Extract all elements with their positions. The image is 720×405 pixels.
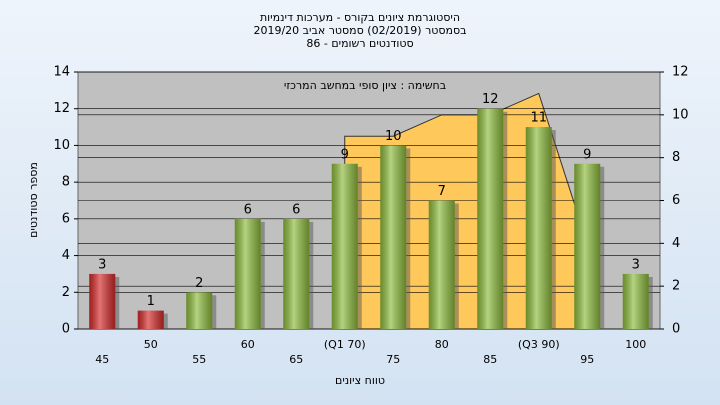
- x-tick-label: 50: [144, 338, 158, 351]
- chart-title: היסטוגרמת ציונים בקורס - מערכות דינמיות: [260, 11, 460, 24]
- x-tick-label: 80: [435, 338, 449, 351]
- chart-subtitle: סטודנטים רשומים - 86: [306, 37, 413, 50]
- bar-shade: [574, 163, 601, 329]
- bar-shade: [525, 127, 552, 329]
- x-tick-label: 60: [241, 338, 255, 351]
- y-tick-label: 0: [62, 322, 70, 337]
- y-tick-label: 4: [62, 248, 70, 263]
- x-tick-label: 55: [192, 353, 206, 366]
- y2-tick-label: 8: [672, 150, 680, 165]
- y2-tick-label: 10: [672, 107, 689, 122]
- y2-tick-label: 0: [672, 322, 680, 337]
- y-tick-label: 10: [53, 138, 70, 153]
- y2-tick-label: 4: [672, 236, 680, 251]
- value-label: 10: [385, 129, 402, 144]
- value-label: 6: [292, 202, 300, 217]
- value-label: 3: [98, 257, 106, 272]
- bar-shade: [186, 292, 213, 329]
- value-label: 7: [438, 184, 446, 199]
- y-tick-label: 2: [62, 285, 70, 300]
- value-label: 9: [341, 147, 349, 162]
- annotation: בחשימה : ציון סופי במחשב המרכזי: [284, 79, 446, 92]
- value-label: 1: [147, 294, 155, 309]
- bar-shade: [331, 163, 358, 329]
- value-label: 12: [482, 92, 499, 107]
- bar-shade: [622, 273, 649, 329]
- y-tick-label: 8: [62, 175, 70, 190]
- value-label: 3: [632, 257, 640, 272]
- x-tick-label: 100: [625, 338, 646, 351]
- bar-shade: [380, 145, 407, 329]
- x-tick-label: 95: [580, 353, 594, 366]
- value-label: 6: [244, 202, 252, 217]
- x-tick-label: (Q3 90): [518, 338, 560, 351]
- y2-tick-label: 12: [672, 65, 689, 80]
- y2-tick-label: 6: [672, 193, 680, 208]
- bar-shade: [477, 108, 504, 329]
- x-tick-label: 75: [386, 353, 400, 366]
- x-tick-label: 65: [289, 353, 303, 366]
- bar-shade: [428, 200, 455, 329]
- y-tick-label: 14: [53, 65, 70, 80]
- y-tick-label: 6: [62, 211, 70, 226]
- value-label: 9: [583, 147, 591, 162]
- value-label: 2: [195, 276, 203, 291]
- bar-shade: [137, 310, 164, 329]
- bar-shade: [234, 218, 261, 329]
- y2-tick-label: 2: [672, 279, 680, 294]
- x-tick-label: 85: [483, 353, 497, 366]
- chart-subtitle: בסמסטר (02/2019) סמסטר אביב 2019/20: [253, 24, 466, 37]
- bar-shade: [89, 273, 116, 329]
- x-axis-label: טווח ציונים: [335, 374, 385, 387]
- y-axis-label: מספר סטודנטים: [27, 162, 40, 238]
- x-tick-label: (Q1 70): [324, 338, 366, 351]
- bar-shade: [283, 218, 310, 329]
- value-label: 11: [530, 111, 547, 126]
- x-tick-label: 45: [95, 353, 109, 366]
- y-tick-label: 12: [53, 101, 70, 116]
